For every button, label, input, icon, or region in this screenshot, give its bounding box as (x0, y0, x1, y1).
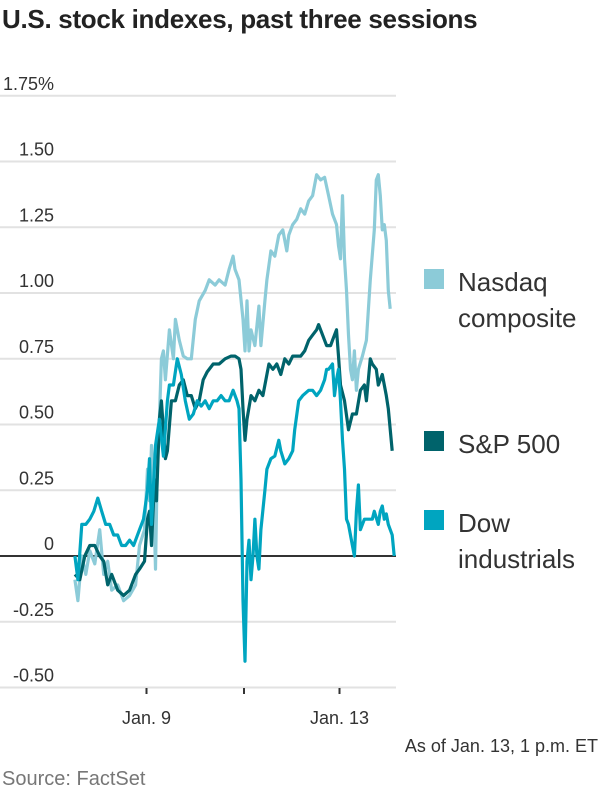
y-tick-label: 0.25 (19, 468, 54, 488)
legend-swatch-sp500 (424, 431, 444, 451)
legend-swatch-nasdaq (424, 269, 444, 289)
series-line-dow (73, 357, 396, 663)
legend-item-sp500: S&P 500 (424, 426, 600, 462)
legend-label-sp500: S&P 500 (458, 429, 561, 459)
y-tick-label: 1.75% (3, 74, 54, 94)
y-tick-label: 1.25 (19, 205, 54, 225)
x-tick-label: Jan. 13 (310, 708, 369, 728)
y-tick-label: 0.75 (19, 337, 54, 357)
series-line-nasdaq (73, 173, 392, 603)
y-tick-label: 1.00 (19, 271, 54, 291)
y-tick-label: 0 (44, 534, 54, 554)
x-tick-label: Jan. 9 (122, 708, 171, 728)
chart-title: U.S. stock indexes, past three sessions (2, 4, 478, 34)
y-tick-label: 0.50 (19, 403, 54, 423)
y-tick-label: -0.25 (13, 600, 54, 620)
legend-label-nasdaq: Nasdaq composite (458, 267, 577, 333)
source-note: Source: FactSet (2, 768, 146, 790)
as-of-note: As of Jan. 13, 1 p.m. ET (404, 736, 598, 756)
legend-label-dow: Dow industrials (458, 508, 576, 574)
y-tick-label: -0.50 (13, 666, 54, 686)
legend-item-nasdaq: Nasdaq composite (424, 264, 600, 336)
series-line-sp500 (73, 323, 394, 598)
legend-swatch-dow (424, 510, 444, 530)
legend-item-dow: Dow industrials (424, 505, 600, 577)
y-tick-label: 1.50 (19, 140, 54, 160)
